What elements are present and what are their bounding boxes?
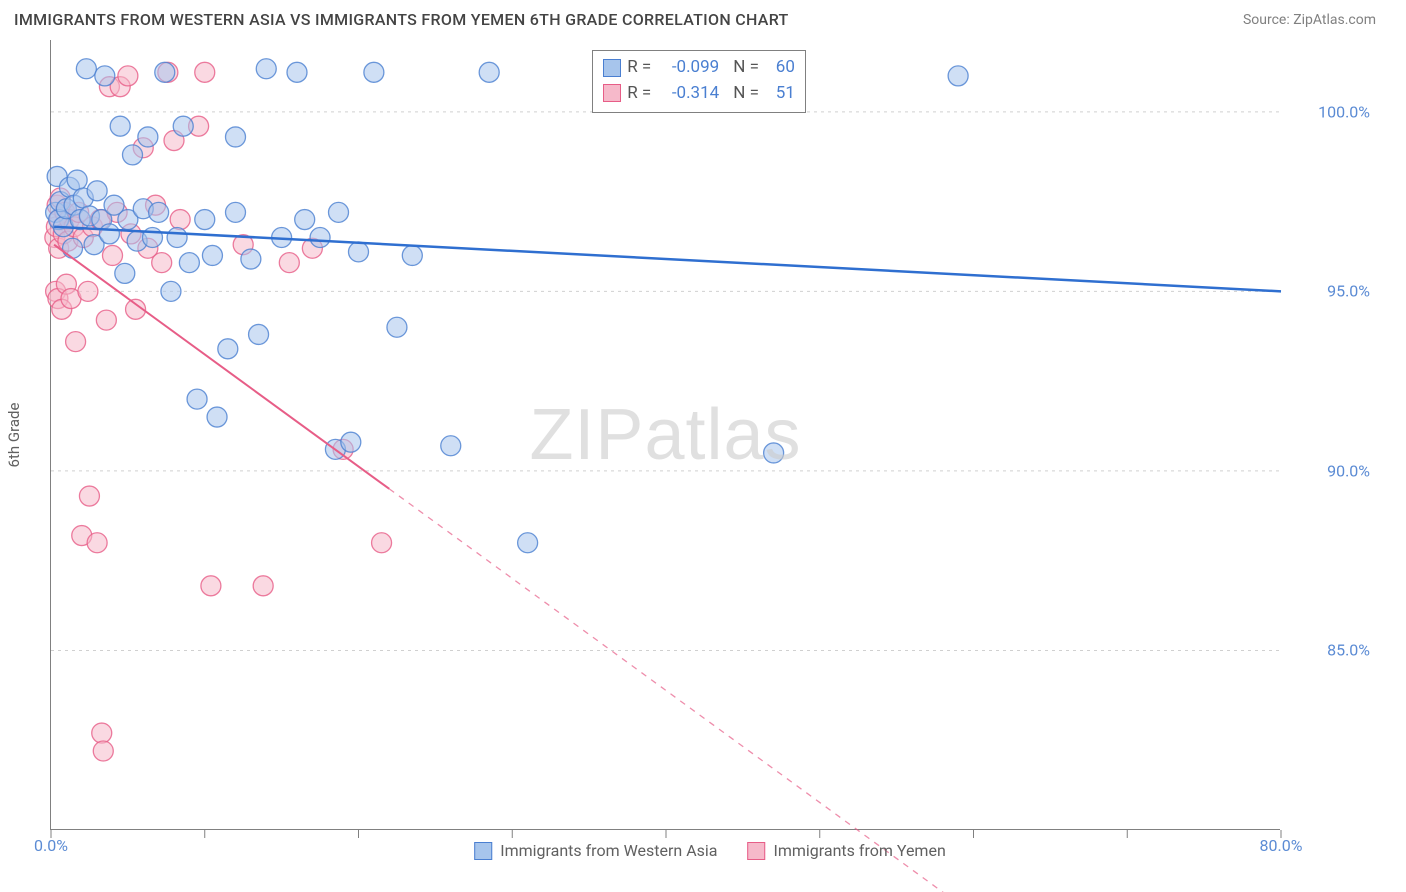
x-tick-label: 80.0% xyxy=(1260,836,1303,855)
plot-area: ZIPatlas R =-0.099N =60R =-0.314N =51 85… xyxy=(50,40,1280,830)
correlation-row: R =-0.314N =51 xyxy=(603,81,795,107)
chart-title: IMMIGRANTS FROM WESTERN ASIA VS IMMIGRAN… xyxy=(14,10,789,29)
x-tick-label: 0.0% xyxy=(34,836,68,855)
y-tick-label: 95.0% xyxy=(1290,282,1370,301)
y-tick-label: 100.0% xyxy=(1290,102,1370,121)
y-tick-label: 90.0% xyxy=(1290,461,1370,480)
correlation-row: R =-0.099N =60 xyxy=(603,55,795,81)
legend-item: Immigrants from Western Asia xyxy=(474,841,717,860)
chart-container: ZIPatlas R =-0.099N =60R =-0.314N =51 85… xyxy=(50,40,1370,830)
legend-item: Immigrants from Yemen xyxy=(747,841,945,860)
scatter-chart xyxy=(51,40,1281,830)
correlation-legend: R =-0.099N =60R =-0.314N =51 xyxy=(592,50,806,113)
y-tick-label: 85.0% xyxy=(1290,641,1370,660)
source-label: Source: ZipAtlas.com xyxy=(1243,12,1376,28)
series-legend: Immigrants from Western Asia Immigrants f… xyxy=(474,841,946,860)
y-axis-label: 6th Grade xyxy=(5,403,23,468)
